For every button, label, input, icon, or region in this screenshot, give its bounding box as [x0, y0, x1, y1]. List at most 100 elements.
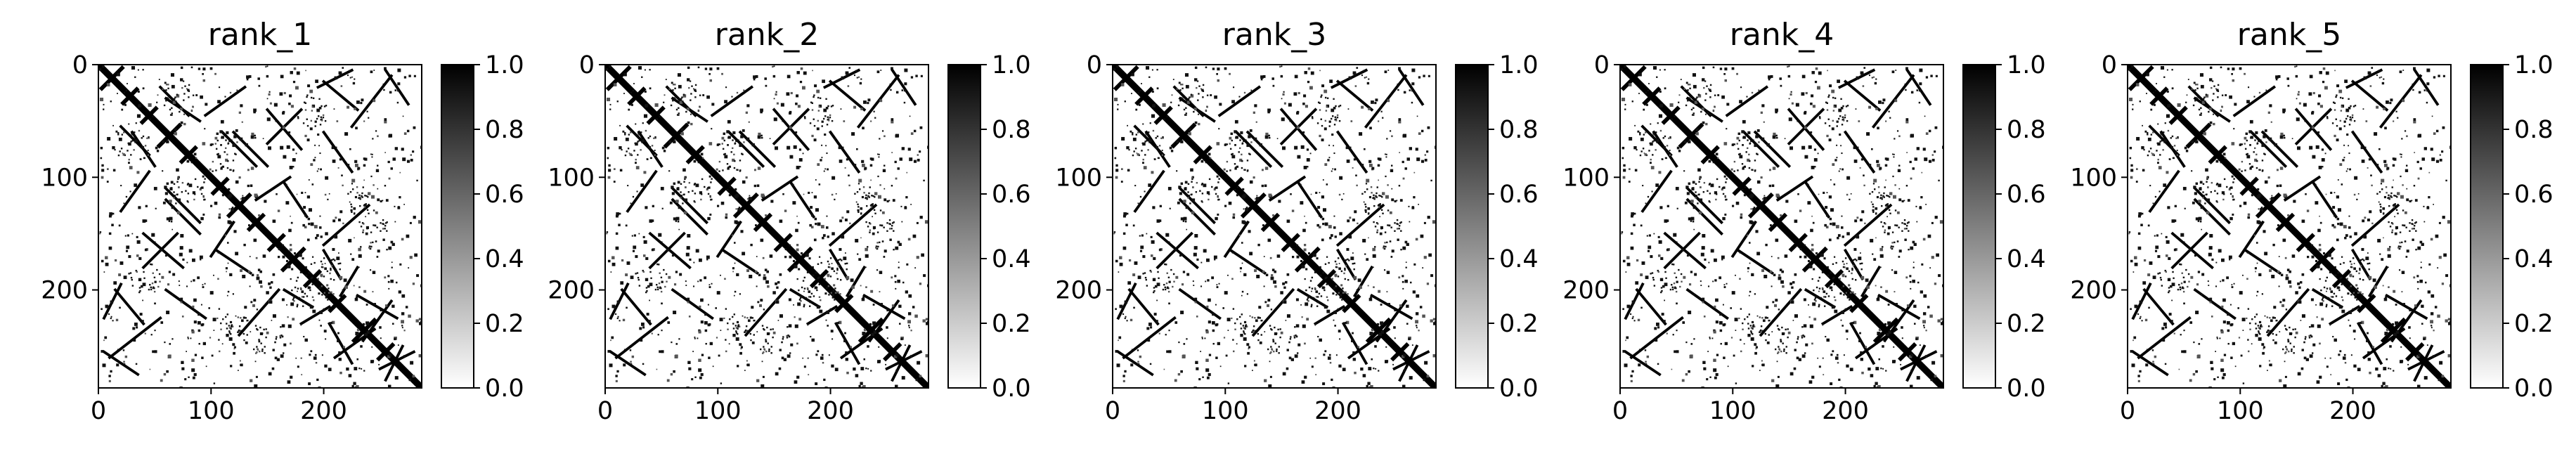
contact-point [191, 358, 195, 362]
contact-point [611, 256, 615, 259]
contact-point [1236, 194, 1238, 197]
contact-point [1893, 153, 1895, 155]
contact-point [1231, 317, 1233, 320]
contact-point [309, 127, 313, 131]
contact-point [1688, 140, 1691, 143]
contact-point [1848, 270, 1851, 273]
contact-point [382, 238, 385, 241]
contact-point [1752, 325, 1754, 328]
contact-point [1152, 103, 1156, 108]
contact-point [831, 297, 834, 299]
contact-point [1700, 285, 1702, 287]
contact-point [654, 137, 656, 139]
contact-band [828, 79, 867, 112]
contact-point [804, 117, 806, 119]
contact-point [1271, 348, 1273, 350]
contact-point [1296, 126, 1300, 129]
contact-point [679, 100, 683, 104]
contact-point [1639, 154, 1642, 157]
contact-point [360, 101, 363, 105]
contact-point [706, 188, 708, 191]
contact-point [1905, 118, 1909, 121]
contact-point [1400, 248, 1402, 251]
contact-point [1760, 329, 1762, 332]
contact-point [862, 332, 866, 336]
contact-point [1787, 74, 1791, 78]
contact-point [697, 280, 699, 283]
contact-point [781, 341, 783, 344]
contact-point [1398, 120, 1402, 124]
contact-point [376, 256, 379, 258]
contact-point [1379, 216, 1380, 218]
contact-point [638, 233, 640, 235]
contact-band [179, 145, 198, 164]
y-tick-label: 100 [1055, 164, 1102, 192]
contact-point [835, 193, 837, 195]
contact-point [757, 301, 760, 304]
contact-point [1317, 301, 1320, 303]
contact-point [880, 303, 884, 306]
contact-point [718, 170, 720, 172]
contact-point [671, 186, 674, 189]
contact-point [302, 122, 305, 124]
contact-point [1164, 263, 1166, 266]
contact-point [872, 321, 876, 325]
contact-point [245, 317, 247, 319]
contact-point [919, 126, 923, 129]
contact-point [119, 150, 121, 152]
contact-point [698, 330, 701, 334]
contact-point [1846, 297, 1849, 299]
contact-point [148, 136, 150, 138]
contact-point [349, 77, 351, 79]
contact-point [337, 219, 341, 221]
contact-point [848, 67, 851, 69]
contact-point [349, 190, 352, 193]
contact-point [1176, 140, 1179, 143]
contact-point [1772, 301, 1775, 304]
contact-band [626, 169, 658, 214]
contact-point [1362, 238, 1366, 242]
contact-point [1747, 327, 1750, 330]
contact-point [1357, 278, 1361, 283]
contact-point [1832, 263, 1834, 266]
contact-point [221, 194, 224, 197]
contact-point [215, 169, 217, 171]
contact-point [708, 175, 711, 178]
contact-point [152, 350, 155, 353]
contact-point [112, 146, 115, 150]
contact-point [1787, 331, 1791, 335]
contact-point [886, 222, 888, 224]
contact-point [1331, 133, 1334, 136]
colorbar-tick-label: 0.2 [485, 310, 524, 338]
contact-point [1217, 213, 1219, 216]
contact-point [310, 278, 313, 280]
contact-point [228, 337, 233, 341]
contact-point [373, 303, 377, 306]
contact-point [757, 167, 761, 170]
contact-point [858, 178, 862, 183]
contact-point [1270, 327, 1272, 330]
contact-point [1323, 127, 1327, 131]
contact-point [666, 248, 670, 252]
contact-point [186, 112, 188, 114]
contact-point [1678, 101, 1680, 103]
contact-point [258, 340, 261, 343]
contact-point [1886, 232, 1890, 235]
contact-point [851, 285, 855, 290]
contact-point [101, 176, 104, 179]
contact-point [858, 384, 861, 388]
contact-point [1934, 283, 1937, 285]
contact-point [1409, 376, 1413, 380]
contact-point [1432, 353, 1436, 358]
contact-point [1873, 384, 1876, 388]
contact-point [1631, 317, 1633, 320]
contact-point [325, 338, 327, 340]
contact-point [128, 255, 131, 259]
contact-point [1363, 201, 1365, 203]
contact-point [221, 343, 224, 345]
contact-point [882, 169, 886, 173]
contact-point [891, 118, 894, 121]
contact-point [202, 72, 204, 75]
contact-point [1319, 274, 1322, 277]
contact-point [910, 204, 912, 205]
